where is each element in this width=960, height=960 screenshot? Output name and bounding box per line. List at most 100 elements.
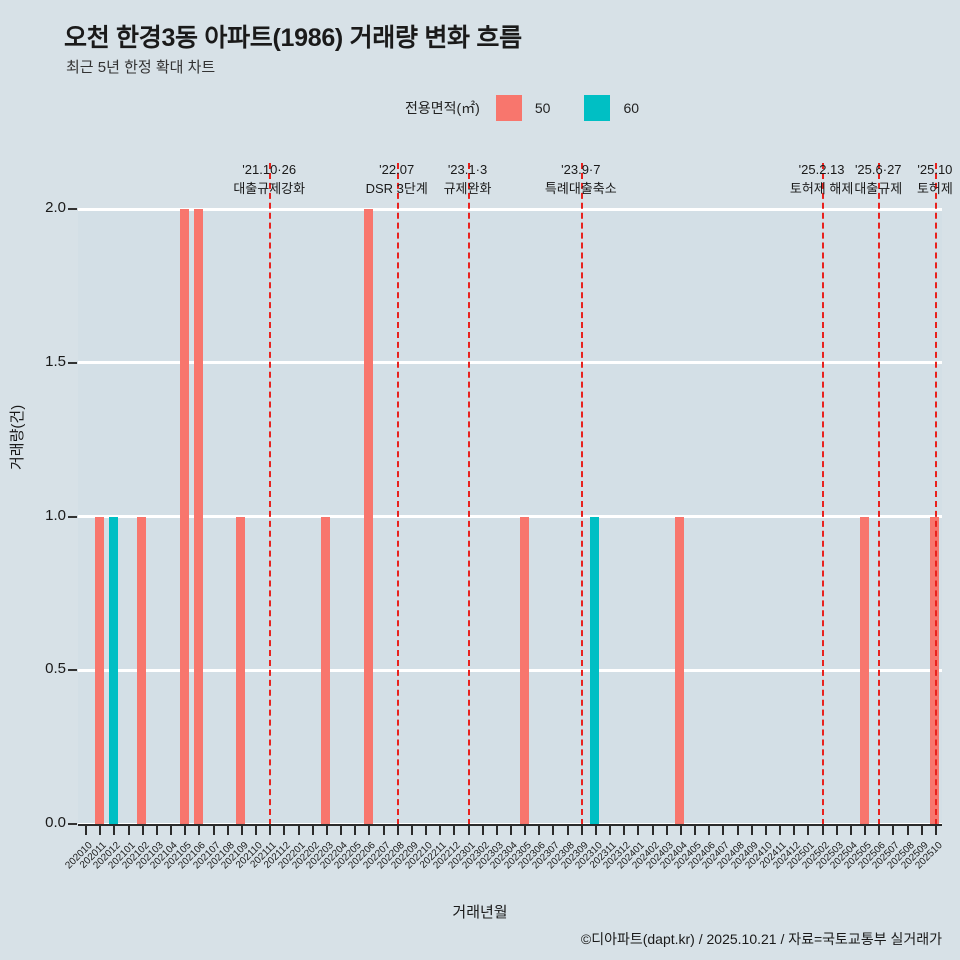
x-tick-mark	[325, 826, 328, 835]
x-tick-mark	[184, 826, 187, 835]
x-tick-mark	[495, 826, 498, 835]
legend: 전용면적(㎡) 50 60	[405, 95, 639, 121]
x-tick-mark	[793, 826, 796, 835]
x-tick-mark	[736, 826, 739, 835]
footer-credit: ©디아파트(dapt.kr) / 2025.10.21 / 자료=국토교통부 실…	[580, 931, 942, 947]
x-tick-mark	[453, 826, 456, 835]
x-tick-mark	[340, 826, 343, 835]
bar	[321, 516, 331, 824]
page-title: 오천 한경3동 아파트(1986) 거래량 변화 흐름	[64, 24, 522, 52]
x-tick-mark	[892, 826, 895, 835]
x-tick-mark	[566, 826, 569, 835]
y-tick-mark	[68, 669, 77, 672]
x-axis-title: 거래년월	[452, 904, 508, 921]
x-tick-mark	[878, 826, 881, 835]
x-tick-mark	[722, 826, 725, 835]
gridline	[78, 207, 942, 211]
x-tick-mark	[609, 826, 612, 835]
x-tick-mark	[594, 826, 597, 835]
event-marker-line	[821, 163, 824, 825]
bar	[193, 209, 203, 824]
x-tick-mark	[552, 826, 555, 835]
x-tick-mark	[864, 826, 867, 835]
bar	[94, 516, 104, 824]
x-tick-mark	[425, 826, 428, 835]
event-marker-line	[580, 163, 583, 825]
y-tick-label: 1.5	[45, 352, 66, 370]
x-tick-mark	[113, 826, 116, 835]
bar	[108, 516, 118, 824]
x-tick-mark	[410, 826, 413, 835]
x-tick-mark	[708, 826, 711, 835]
x-tick-mark	[510, 826, 512, 835]
x-tick-mark	[198, 826, 201, 835]
x-tick-mark	[849, 826, 852, 835]
x-tick-mark	[679, 826, 682, 835]
legend-swatch-60	[584, 95, 611, 121]
x-tick-mark	[170, 826, 173, 835]
page-subtitle: 최근 5년 한정 확대 차트	[66, 59, 216, 76]
x-axis-line	[78, 824, 942, 826]
legend-title: 전용면적(㎡)	[405, 100, 480, 116]
legend-label-50: 50	[534, 100, 551, 116]
x-tick-mark	[807, 826, 810, 835]
bar	[519, 516, 529, 824]
x-tick-mark	[297, 826, 300, 835]
x-tick-mark	[439, 826, 442, 835]
x-tick-mark	[920, 826, 923, 835]
x-tick-mark	[85, 826, 88, 835]
y-tick-mark	[68, 208, 77, 210]
bar	[137, 516, 147, 824]
event-marker-line	[269, 163, 272, 825]
x-tick-mark	[240, 826, 243, 835]
x-tick-mark	[155, 826, 158, 835]
x-tick-mark	[580, 826, 583, 835]
x-tick-mark	[212, 826, 215, 835]
x-tick-mark	[99, 826, 102, 835]
event-marker-line	[878, 163, 881, 825]
legend-swatch-50	[495, 95, 522, 121]
x-tick-mark	[694, 826, 697, 835]
y-tick-label: 0.5	[45, 660, 66, 678]
x-tick-mark	[226, 826, 229, 835]
x-tick-mark	[311, 826, 314, 835]
x-tick-mark	[934, 826, 937, 835]
x-tick-mark	[283, 826, 286, 835]
x-tick-mark	[779, 826, 782, 835]
x-tick-mark	[354, 826, 357, 835]
bar	[675, 516, 685, 824]
y-tick-mark	[68, 361, 77, 364]
y-tick-mark	[68, 823, 77, 825]
x-tick-mark	[396, 826, 399, 835]
x-tick-mark	[665, 826, 668, 835]
x-tick-mark	[906, 826, 909, 835]
bar	[236, 516, 246, 824]
x-tick-mark	[382, 826, 385, 835]
y-tick-label: 1.0	[45, 506, 66, 524]
x-tick-mark	[623, 826, 626, 835]
bar	[590, 516, 600, 824]
event-marker-line	[396, 163, 399, 825]
x-tick-mark	[538, 826, 541, 835]
x-tick-mark	[467, 826, 470, 835]
gridline	[78, 668, 942, 672]
bar	[179, 209, 189, 824]
x-tick-mark	[269, 826, 272, 835]
y-tick-label: 2.0	[45, 199, 66, 216]
y-tick-label: 0.0	[45, 814, 66, 831]
chart-plot-area	[78, 163, 942, 826]
x-tick-mark	[255, 826, 258, 835]
x-tick-mark	[127, 826, 130, 835]
x-tick-mark	[141, 826, 144, 835]
x-tick-mark	[637, 826, 640, 835]
gridline	[78, 361, 942, 365]
gridline	[78, 515, 942, 518]
event-marker-line	[934, 163, 937, 825]
x-tick-mark	[835, 826, 838, 835]
bar	[859, 516, 869, 824]
y-tick-mark	[68, 515, 77, 518]
y-axis-title: 거래량(건)	[9, 404, 26, 470]
event-marker-line	[467, 163, 470, 825]
x-tick-mark	[651, 826, 654, 835]
x-tick-mark	[524, 826, 527, 835]
